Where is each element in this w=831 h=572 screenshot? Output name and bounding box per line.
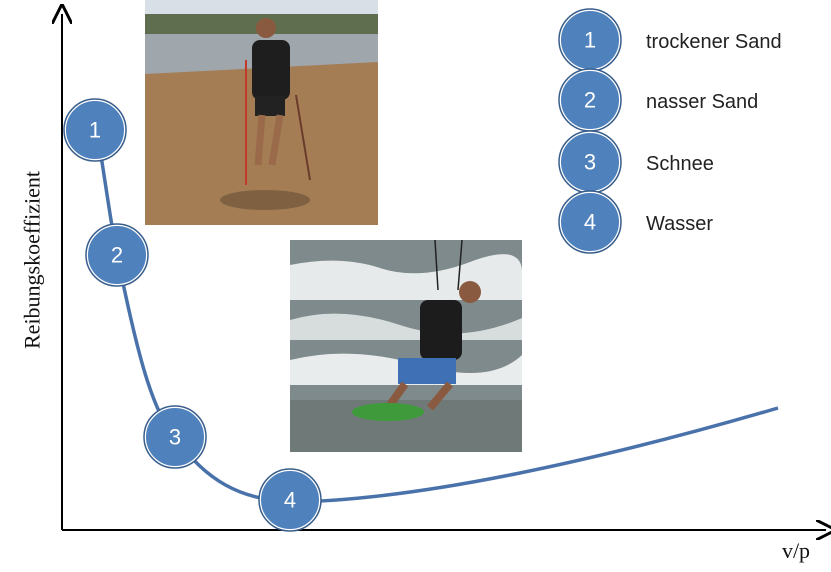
legend-label: Wasser bbox=[646, 213, 713, 235]
legend-number: 4 bbox=[584, 210, 596, 235]
curve-marker: 3 bbox=[144, 406, 206, 468]
curve-marker: 4 bbox=[259, 469, 321, 531]
legend: 1 trockener Sand 2 nasser Sand 3 Schnee … bbox=[559, 9, 782, 253]
photo-water bbox=[290, 240, 522, 452]
legend-item: 4 Wasser bbox=[559, 191, 713, 253]
legend-item: 1 trockener Sand bbox=[559, 9, 782, 71]
legend-number: 2 bbox=[584, 88, 596, 113]
marker-number: 3 bbox=[169, 425, 181, 450]
legend-label: trockener Sand bbox=[646, 31, 782, 53]
curve-marker: 2 bbox=[86, 224, 148, 286]
marker-number: 1 bbox=[89, 118, 101, 143]
legend-label: nasser Sand bbox=[646, 91, 758, 113]
y-axis-label: Reibungskoeffizient bbox=[20, 171, 45, 349]
legend-number: 3 bbox=[584, 150, 596, 175]
diagram: Reibungskoeffizient v/p 1 2 3 4 1 trocke… bbox=[0, 0, 831, 572]
photo-sand bbox=[145, 0, 378, 225]
legend-label: Schnee bbox=[646, 153, 714, 175]
x-axis-label: v/p bbox=[782, 538, 810, 563]
marker-number: 2 bbox=[111, 243, 123, 268]
legend-item: 3 Schnee bbox=[559, 131, 714, 193]
curve-marker: 1 bbox=[64, 99, 126, 161]
marker-number: 4 bbox=[284, 488, 296, 513]
legend-number: 1 bbox=[584, 28, 596, 53]
legend-item: 2 nasser Sand bbox=[559, 69, 758, 131]
